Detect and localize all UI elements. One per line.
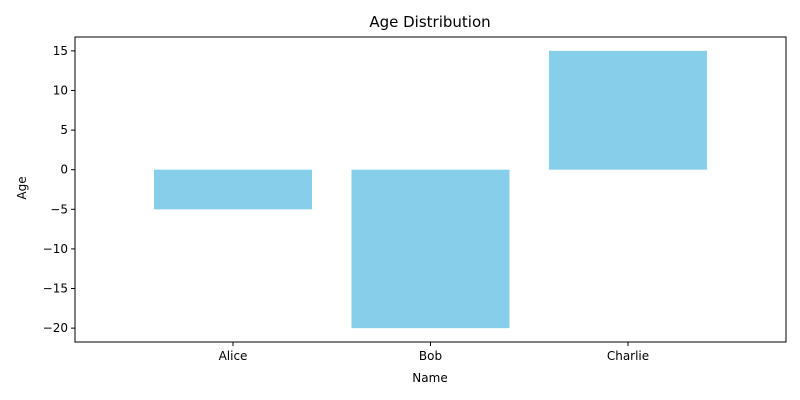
bars-group xyxy=(154,50,707,329)
y-tick-label: 5 xyxy=(60,123,68,137)
x-tick-label: Charlie xyxy=(607,349,649,363)
x-axis-label: Name xyxy=(412,371,447,385)
plot-frame xyxy=(74,36,787,343)
y-axis-label: Age xyxy=(15,176,29,199)
y-tick-label: −15 xyxy=(43,282,68,296)
y-tick-label: −5 xyxy=(50,202,68,216)
x-tick-label: Bob xyxy=(419,349,442,363)
bar-charlie xyxy=(549,50,707,170)
y-tick-label: −10 xyxy=(43,242,68,256)
chart-title: Age Distribution xyxy=(369,13,490,31)
y-tick-label: −20 xyxy=(43,321,68,335)
y-tick-label: 0 xyxy=(60,163,68,177)
y-tick-label: 10 xyxy=(53,83,68,97)
x-tick-label: Alice xyxy=(219,349,248,363)
bar-bob xyxy=(351,169,510,329)
bar-alice xyxy=(154,169,312,210)
y-axis-ticks: −20 −15 −10 −5 0 5 10 15 xyxy=(43,44,75,335)
y-tick-label: 15 xyxy=(53,44,68,58)
x-axis-ticks: Alice Bob Charlie xyxy=(219,342,649,363)
